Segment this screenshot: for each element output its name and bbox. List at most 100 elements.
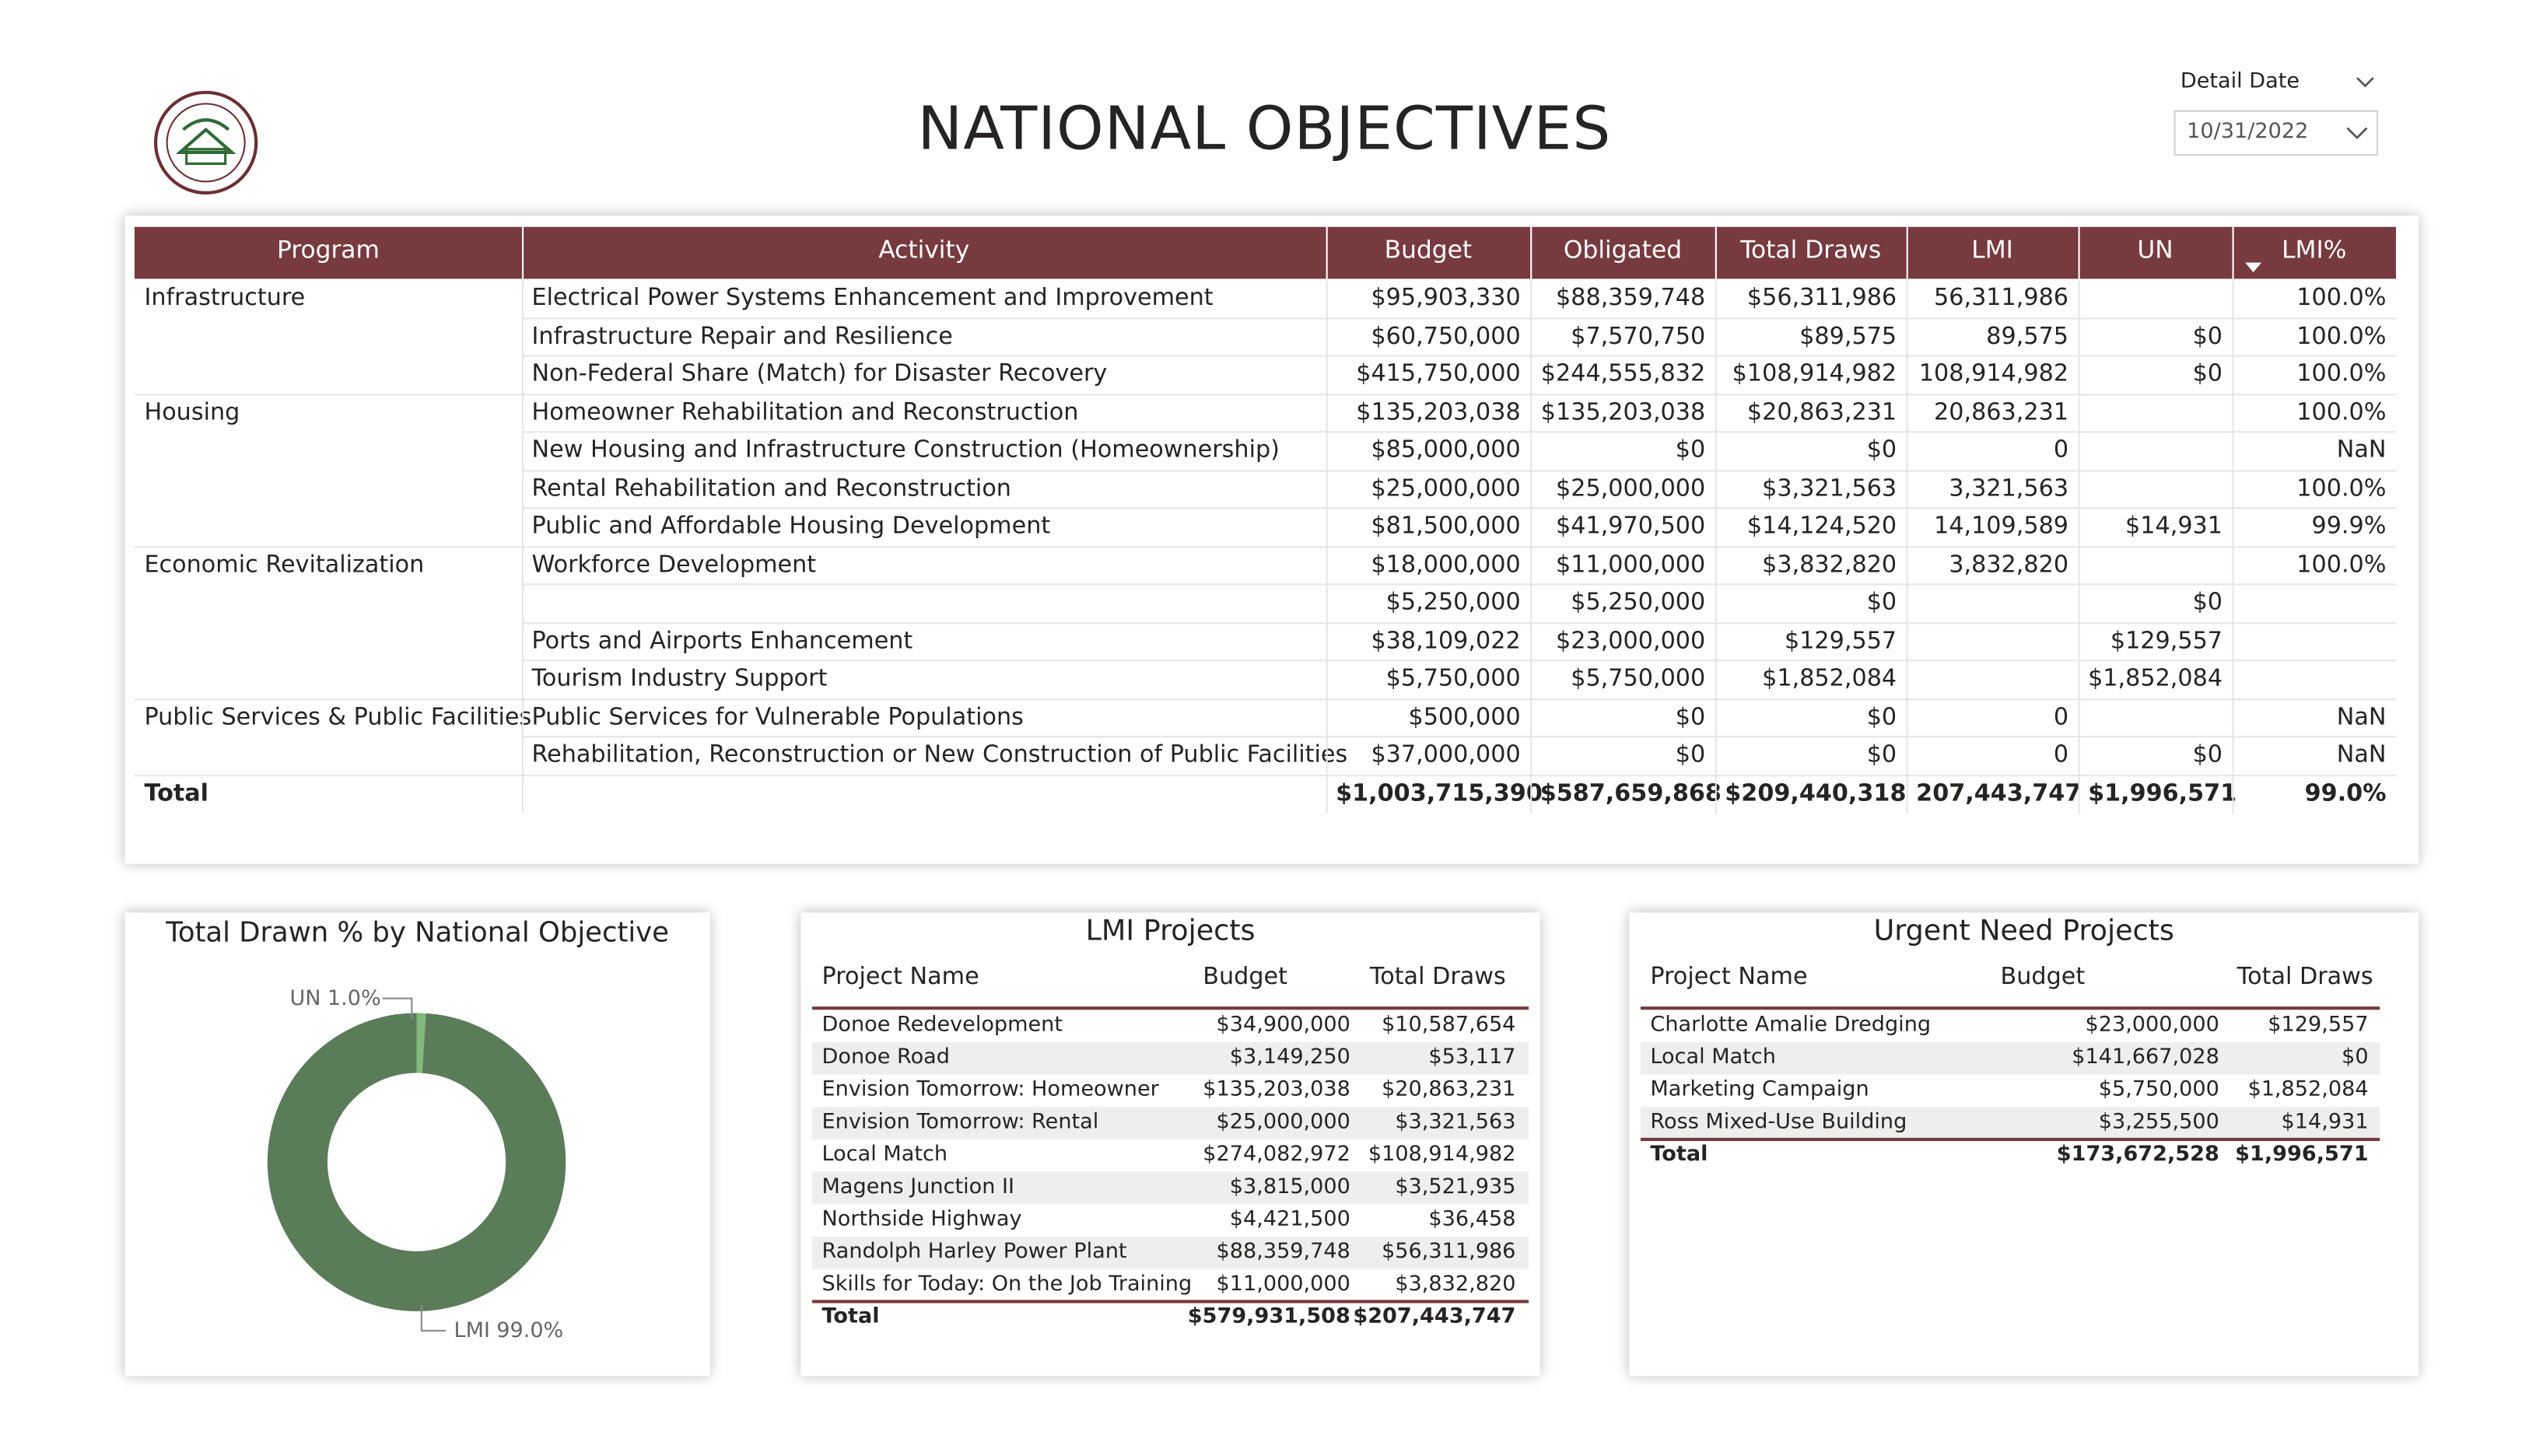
- column-header[interactable]: UN: [2137, 235, 2173, 264]
- table-cell: 207,443,747: [1916, 780, 2082, 807]
- table-cell: 100.0%: [2296, 475, 2387, 502]
- column-header[interactable]: Total Draws: [2237, 964, 2373, 991]
- table-cell: 3,321,563: [1949, 475, 2069, 502]
- table-cell: 100.0%: [2296, 399, 2387, 426]
- table-cell: Magens Junction II: [821, 1174, 1015, 1200]
- donut-slice: [267, 1013, 566, 1311]
- table-cell: Rehabilitation, Reconstruction or New Co…: [531, 742, 1348, 768]
- column-header[interactable]: LMI%: [2282, 235, 2347, 264]
- table-cell: $108,914,982: [1732, 361, 1897, 388]
- slice-value: 1.0%: [328, 986, 381, 1010]
- table-cell: $5,250,000: [1571, 590, 1706, 616]
- column-header[interactable]: Obligated: [1563, 235, 1683, 264]
- column-header[interactable]: Activity: [878, 235, 970, 264]
- column-divider: [1715, 280, 1717, 814]
- column-header[interactable]: Total Draws: [1740, 235, 1882, 264]
- column-header[interactable]: Total Draws: [1369, 964, 1506, 991]
- table-cell: $415,750,000: [1356, 361, 1521, 388]
- row-band: [812, 1237, 1529, 1269]
- table-cell: 108,914,982: [1918, 361, 2069, 388]
- table-cell: $0: [2192, 361, 2223, 388]
- table-cell: $108,914,982: [1368, 1143, 1516, 1167]
- column-header[interactable]: Budget: [1203, 964, 1287, 991]
- table-cell: Local Match: [1650, 1045, 1776, 1070]
- table-cell: 100.0%: [2296, 551, 2387, 578]
- table-cell: $23,000,000: [1556, 628, 1706, 654]
- table-cell: 20,863,231: [1934, 399, 2069, 426]
- date-dropdown[interactable]: 10/31/2022: [2173, 110, 2379, 156]
- table-cell: Charlotte Amalie Dredging: [1650, 1013, 1932, 1038]
- row-divider: [522, 317, 2397, 319]
- table-cell: $81,500,000: [1371, 513, 1521, 540]
- table-cell: $11,000,000: [1556, 551, 1706, 578]
- table-header: [134, 226, 2397, 279]
- table-cell: $1,996,571: [2088, 780, 2237, 807]
- column-header[interactable]: Program: [277, 235, 380, 264]
- sort-indicator: [2245, 262, 2262, 273]
- column-header[interactable]: Budget: [1384, 235, 1473, 264]
- row-divider: [522, 583, 2397, 586]
- row-band: [1640, 1041, 2380, 1075]
- total-line: [1640, 1137, 2380, 1141]
- row-divider: [522, 507, 2397, 509]
- table-cell: 100.0%: [2296, 323, 2387, 350]
- date-value: 10/31/2022: [2187, 120, 2309, 145]
- table-cell: $56,311,986: [1746, 285, 1897, 312]
- column-header[interactable]: Project Name: [1650, 964, 1808, 991]
- table-cell: $3,832,820: [1762, 551, 1897, 578]
- table-cell: Donoe Road: [821, 1045, 951, 1070]
- column-header[interactable]: Project Name: [821, 964, 979, 991]
- table-cell: 0: [2053, 437, 2069, 464]
- table-cell: Marketing Campaign: [1650, 1077, 1869, 1103]
- lmi-projects-card: LMI Projects Project Name Budget Total Dra…: [800, 912, 1540, 1377]
- table-cell: $20,863,231: [1746, 399, 1897, 426]
- table-cell: Skills for Today: On the Job Training: [821, 1272, 1193, 1297]
- column-header[interactable]: Budget: [2000, 964, 2086, 991]
- slicer-collapse-icon[interactable]: [2354, 75, 2377, 91]
- header-underline: [1640, 1006, 2380, 1010]
- table-cell: Envision Tomorrow: Rental: [821, 1110, 1099, 1135]
- table-cell: $500,000: [1408, 704, 1521, 730]
- table-cell: 14,109,589: [1934, 513, 2069, 540]
- row-band: [812, 1107, 1529, 1139]
- table-cell: $1,852,084: [2247, 1077, 2369, 1103]
- table-cell: $0: [1866, 437, 1897, 464]
- donut-card: Total Drawn % by National Objective UN 1.…: [124, 912, 710, 1377]
- table-cell: $1,852,084: [1762, 666, 1897, 692]
- table-cell: $135,203,038: [1356, 399, 1521, 426]
- table-cell: Randolph Harley Power Plant: [821, 1240, 1127, 1265]
- table-cell: $18,000,000: [1371, 551, 1521, 578]
- column-divider: [1906, 280, 1908, 814]
- slice-category: UN: [290, 986, 321, 1010]
- column-divider: [2078, 280, 2080, 814]
- column-header[interactable]: LMI: [1971, 235, 2013, 264]
- table-cell: $0: [2192, 742, 2223, 768]
- table-cell: Total: [1650, 1143, 1708, 1167]
- header-separator: [1530, 226, 1532, 279]
- table-cell: $3,521,935: [1395, 1174, 1516, 1200]
- table-cell: $34,900,000: [1216, 1013, 1350, 1038]
- table-cell: $7,570,750: [1571, 323, 1706, 350]
- table-cell: Infrastructure Repair and Resilience: [531, 323, 953, 350]
- table-cell: $0: [2342, 1045, 2369, 1070]
- table-cell: $88,359,748: [1556, 285, 1706, 312]
- urgent-need-card: Urgent Need Projects Project Name Budget T…: [1629, 912, 2419, 1377]
- table-cell: $11,000,000: [1216, 1272, 1350, 1297]
- table-cell: $129,557: [2268, 1013, 2369, 1038]
- table-cell: $129,557: [1784, 628, 1897, 654]
- table-cell: $0: [2192, 590, 2223, 616]
- table-cell: $0: [1675, 742, 1706, 768]
- table-cell: $95,903,330: [1371, 285, 1521, 312]
- header-separator: [1715, 226, 1717, 279]
- table-cell: $5,750,000: [2098, 1077, 2219, 1103]
- table-cell: $0: [1866, 590, 1897, 616]
- header-separator: [522, 226, 524, 279]
- row-band: [1640, 1107, 2380, 1139]
- table-cell: $23,000,000: [2085, 1013, 2219, 1038]
- table-cell: Public Services & Public Facilities: [144, 704, 532, 730]
- leader-line: [420, 1304, 447, 1332]
- header-separator: [2078, 226, 2080, 279]
- table-cell: 0: [2053, 704, 2069, 730]
- table-cell: $173,672,528: [2056, 1143, 2219, 1167]
- table-cell: Workforce Development: [531, 551, 817, 578]
